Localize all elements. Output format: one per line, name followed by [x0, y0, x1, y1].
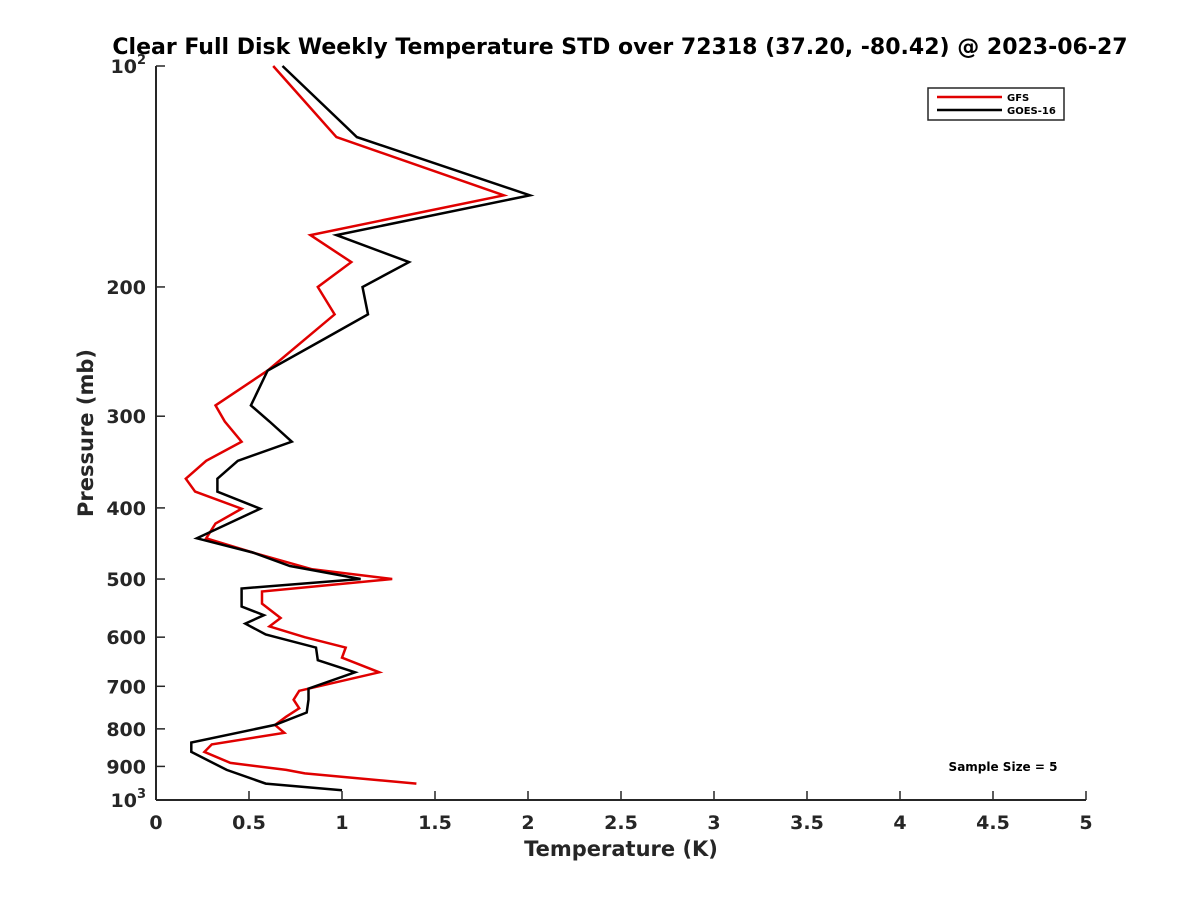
series-line-gfs	[184, 65, 509, 785]
y-tick-label: 900	[106, 756, 146, 778]
sample-size-note: Sample Size = 5	[949, 760, 1058, 774]
legend-box	[927, 87, 1065, 121]
x-tick-label: 0.5	[232, 812, 266, 834]
y-tick-label: 400	[106, 498, 146, 520]
x-tick-label: 4	[893, 812, 906, 834]
x-tick-label: 4.5	[976, 812, 1010, 834]
series-line-goes-16	[190, 65, 535, 792]
y-tick-label: 103	[111, 787, 147, 812]
x-tick-label: 2	[521, 812, 534, 834]
y-tick-label: 700	[106, 676, 146, 698]
x-tick-label: 1	[335, 812, 348, 834]
x-tick-label: 3	[707, 812, 720, 834]
x-tick-label: 0	[149, 812, 162, 834]
legend-label-goes16: GOES-16	[1007, 106, 1056, 117]
y-axis-title: Pressure (mb)	[74, 349, 98, 517]
y-tick-label: 200	[106, 277, 146, 299]
y-tick-label: 800	[106, 719, 146, 741]
y-tick-label: 300	[106, 406, 146, 428]
legend-label-gfs: GFS	[1007, 93, 1029, 104]
x-tick-label: 3.5	[790, 812, 824, 834]
x-tick-label: 5	[1079, 812, 1092, 834]
series-layer	[184, 65, 535, 792]
x-axis-title: Temperature (K)	[524, 837, 718, 861]
legend: GFS GOES-16	[927, 87, 1065, 121]
chart-title: Clear Full Disk Weekly Temperature STD o…	[112, 35, 1127, 60]
y-tick-label: 600	[106, 627, 146, 649]
y-axis-ticks: 102 200 300 400 500 600 700 800 900 103	[106, 53, 165, 812]
x-tick-label: 1.5	[418, 812, 452, 834]
y-tick-label: 500	[106, 569, 146, 591]
y-tick-label: 102	[111, 53, 147, 78]
x-tick-label: 2.5	[604, 812, 638, 834]
x-axis-ticks: 0 0.5 1 1.5 2 2.5 3 3.5 4 4.5 5	[149, 791, 1093, 834]
